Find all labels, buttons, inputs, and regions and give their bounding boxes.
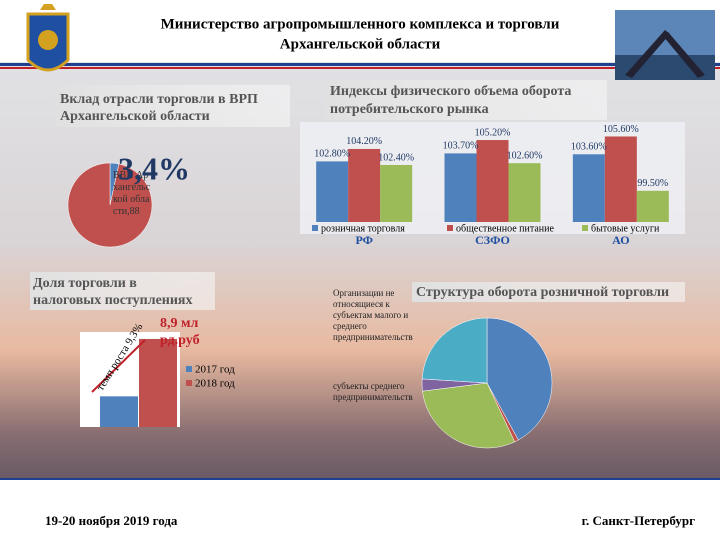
footer-place: г. Санкт-Петербург: [582, 513, 696, 528]
title-box: [412, 282, 685, 302]
title-box: [30, 272, 215, 310]
bar: [604, 136, 637, 222]
pie-slice: [486, 317, 553, 441]
footer-band: [0, 480, 720, 540]
value-label: 102.60%: [507, 150, 543, 161]
pie-slice: [422, 382, 516, 449]
bar: [348, 148, 381, 222]
value-label: 103.60%: [571, 142, 607, 153]
chart-title: Архангельской области: [60, 109, 210, 124]
value-label: 105.20%: [475, 127, 511, 138]
value-label: 104.20%: [346, 136, 382, 147]
category-label: АО: [612, 233, 629, 247]
bar: [139, 338, 177, 427]
pie-slice: [67, 162, 153, 248]
stripe: [0, 63, 720, 66]
legend-swatch: [582, 225, 588, 231]
legend-swatch: [186, 366, 192, 372]
category-label: РФ: [355, 233, 372, 247]
stripe: [0, 478, 720, 480]
stripe: [0, 67, 720, 69]
pie-slice: [421, 317, 488, 384]
legend-swatch: [447, 225, 453, 231]
bar: [636, 190, 669, 222]
coat-of-arms: [26, 4, 70, 72]
bar: [316, 161, 349, 222]
title-box: [325, 80, 607, 120]
annotation-box: ВВП Архангельской области,88: [113, 170, 151, 217]
bar: [508, 163, 541, 222]
legend-label-box: субъекты среднего предпринимательства: [333, 381, 413, 402]
value-label: 102.40%: [378, 152, 414, 163]
value-label: 105.60%: [603, 124, 639, 135]
value-label: 8,9 млрд.руб: [160, 316, 200, 348]
legend-swatch: [186, 380, 192, 386]
growth-arrow: [91, 339, 146, 393]
bar: [380, 164, 413, 222]
bar: [444, 153, 477, 222]
legend-label: Организации не относящиеся к субъектам м…: [333, 288, 413, 342]
legend-label: общественное питание: [456, 223, 554, 234]
legend-label: 2017 год: [195, 364, 235, 376]
legend-label: 2018 год: [195, 378, 235, 390]
value-label: 103.70%: [443, 141, 479, 152]
bar: [476, 140, 509, 222]
legend-label: бытовые услуги: [591, 223, 660, 234]
chart-title: потребительского рынка: [330, 102, 489, 117]
header-title: Архангельской области: [280, 36, 441, 52]
bar: [572, 154, 605, 222]
value-label: 3,4%: [118, 150, 190, 186]
value-label: 99.50%: [637, 178, 668, 189]
value-label-box: 8,9 млрд.руб: [160, 316, 200, 348]
chart-title: Доля торговли в: [33, 276, 137, 291]
legend-label: субъекты среднего предпринимательства: [333, 381, 413, 402]
pie-group: [67, 162, 153, 248]
category-label: СЗФО: [475, 233, 510, 247]
legend-label-box: Организации не относящиеся к субъектам м…: [333, 288, 413, 342]
title-box: [55, 85, 290, 127]
legend-swatch: [312, 225, 318, 231]
chart-title: налоговых поступлениях: [33, 293, 193, 308]
value-label: 102.80%: [314, 149, 350, 160]
chart-title: Вклад отрасли торговли в ВРП: [60, 92, 258, 107]
footer-date: 19-20 ноября 2019 года: [45, 513, 178, 528]
chart-title: Структура оборота розничной торговли: [416, 285, 669, 300]
bars: [316, 136, 669, 222]
header-title: Министерство агропромышленного комплекса…: [161, 16, 560, 32]
annotation: ВВП Архангельской области,88: [113, 170, 151, 217]
header-band: [0, 0, 720, 62]
legend-label: розничная торговля: [321, 223, 405, 234]
event-photo: [615, 10, 715, 80]
chart-title: Индексы физического объема оборота: [330, 84, 571, 99]
bar: [100, 396, 138, 427]
